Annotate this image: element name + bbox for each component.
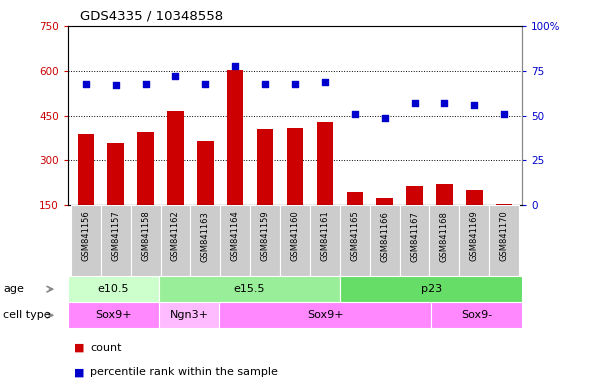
Bar bbox=[346, 192, 363, 205]
Point bbox=[350, 111, 359, 117]
Text: cell type: cell type bbox=[3, 310, 51, 320]
Bar bbox=[137, 132, 154, 205]
Text: ■: ■ bbox=[74, 367, 84, 377]
Text: ■: ■ bbox=[74, 343, 84, 353]
Text: percentile rank within the sample: percentile rank within the sample bbox=[90, 367, 278, 377]
Text: e15.5: e15.5 bbox=[234, 284, 266, 294]
Bar bbox=[220, 205, 250, 276]
Text: GSM841170: GSM841170 bbox=[500, 211, 509, 262]
Bar bbox=[227, 70, 244, 205]
Bar bbox=[197, 141, 214, 205]
Point bbox=[290, 81, 300, 87]
Bar bbox=[317, 122, 333, 205]
Text: GSM841160: GSM841160 bbox=[290, 211, 300, 262]
Bar bbox=[77, 134, 94, 205]
Bar bbox=[257, 129, 273, 205]
Bar bbox=[466, 190, 483, 205]
Text: GSM841158: GSM841158 bbox=[141, 211, 150, 262]
Text: Sox9+: Sox9+ bbox=[307, 310, 343, 320]
Bar bbox=[68, 302, 159, 328]
Point bbox=[500, 111, 509, 117]
Point bbox=[440, 100, 449, 106]
Text: GSM841164: GSM841164 bbox=[231, 211, 240, 262]
Bar bbox=[159, 302, 219, 328]
Point bbox=[320, 79, 330, 85]
Bar bbox=[68, 276, 159, 302]
Text: GSM841159: GSM841159 bbox=[261, 211, 270, 262]
Bar bbox=[219, 302, 431, 328]
Point bbox=[260, 81, 270, 87]
Bar bbox=[159, 276, 340, 302]
Bar bbox=[496, 204, 513, 205]
Bar bbox=[287, 127, 303, 205]
Bar bbox=[101, 205, 130, 276]
Bar bbox=[167, 111, 183, 205]
Text: GSM841167: GSM841167 bbox=[410, 211, 419, 262]
Bar bbox=[340, 276, 522, 302]
Bar bbox=[250, 205, 280, 276]
Point bbox=[141, 81, 150, 87]
Text: GDS4335 / 10348558: GDS4335 / 10348558 bbox=[80, 10, 223, 23]
Bar bbox=[436, 184, 453, 205]
Bar bbox=[130, 205, 160, 276]
Bar bbox=[370, 205, 399, 276]
Text: GSM841163: GSM841163 bbox=[201, 211, 210, 262]
Bar bbox=[310, 205, 340, 276]
Text: p23: p23 bbox=[421, 284, 442, 294]
Text: Sox9+: Sox9+ bbox=[95, 310, 132, 320]
Bar bbox=[191, 205, 220, 276]
Bar bbox=[160, 205, 191, 276]
Point bbox=[81, 81, 90, 87]
Point bbox=[111, 82, 120, 88]
Bar bbox=[489, 205, 519, 276]
Bar bbox=[71, 205, 101, 276]
Point bbox=[201, 81, 210, 87]
Text: GSM841166: GSM841166 bbox=[380, 211, 389, 262]
Bar bbox=[340, 205, 370, 276]
Text: GSM841156: GSM841156 bbox=[81, 211, 90, 262]
Text: GSM841157: GSM841157 bbox=[111, 211, 120, 262]
Bar bbox=[376, 198, 393, 205]
Text: GSM841161: GSM841161 bbox=[320, 211, 329, 262]
Point bbox=[171, 73, 180, 79]
Text: GSM841169: GSM841169 bbox=[470, 211, 479, 262]
Point bbox=[231, 63, 240, 69]
Point bbox=[380, 114, 389, 121]
Bar bbox=[460, 205, 489, 276]
Text: count: count bbox=[90, 343, 122, 353]
Text: GSM841162: GSM841162 bbox=[171, 211, 180, 262]
Bar bbox=[430, 205, 460, 276]
Text: Ngn3+: Ngn3+ bbox=[169, 310, 208, 320]
Text: Sox9-: Sox9- bbox=[461, 310, 492, 320]
Text: e10.5: e10.5 bbox=[97, 284, 129, 294]
Text: age: age bbox=[3, 284, 24, 294]
Point bbox=[470, 102, 479, 108]
Point bbox=[410, 100, 419, 106]
Bar bbox=[399, 205, 430, 276]
Bar bbox=[280, 205, 310, 276]
Bar bbox=[431, 302, 522, 328]
Bar bbox=[107, 142, 124, 205]
Text: GSM841168: GSM841168 bbox=[440, 211, 449, 262]
Bar bbox=[407, 186, 423, 205]
Text: GSM841165: GSM841165 bbox=[350, 211, 359, 262]
